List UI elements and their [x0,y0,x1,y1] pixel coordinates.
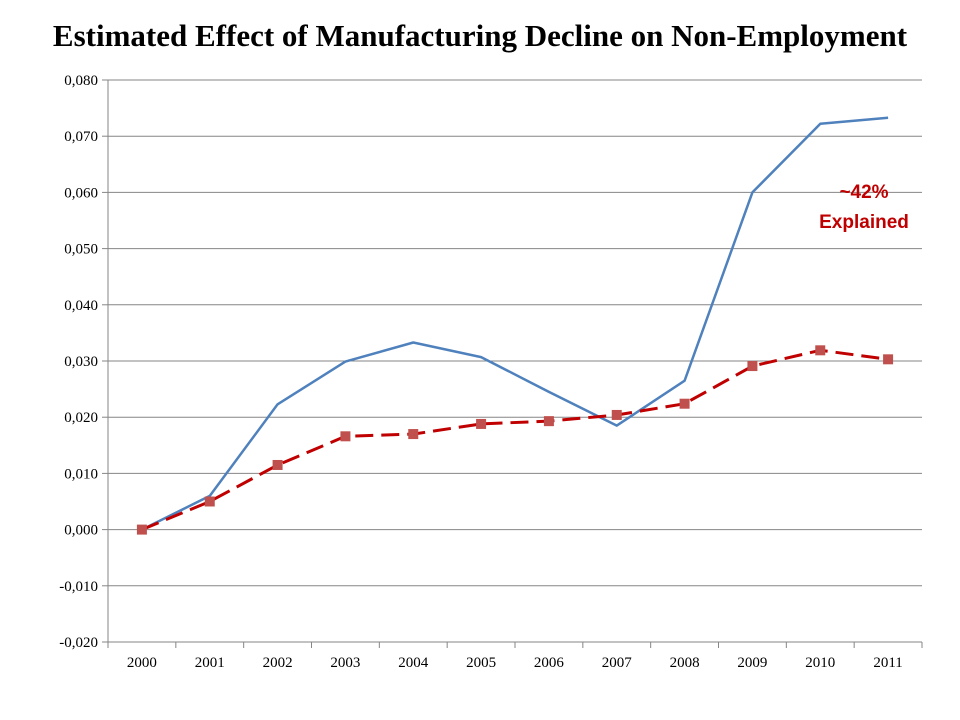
x-tick-label: 2002 [263,655,293,671]
y-tick-label: 0,080 [64,73,98,89]
series-2-marker [611,409,622,420]
series-2-marker [272,459,283,470]
gridlines [108,79,922,587]
x-tick-label: 2006 [534,655,565,671]
x-tick-label: 2010 [805,655,835,671]
series-2-marker [883,354,894,365]
series-2-marker [408,429,419,440]
x-tick-label: 2011 [873,655,902,671]
chart-title: Estimated Effect of Manufacturing Declin… [52,18,908,53]
annotation: ~42% Explained [819,182,909,233]
x-tick-label: 2007 [602,655,633,671]
x-tick-label: 2008 [670,655,700,671]
x-tick-label: 2000 [127,655,157,671]
y-tick-label: 0,030 [64,354,98,370]
y-tick-label: 0,050 [64,242,98,258]
y-tick-label: 0,010 [64,466,98,482]
series-line-2 [141,348,889,531]
series-group [136,116,894,535]
annotation-line-2: Explained [819,212,909,233]
x-tick-label: 2001 [195,655,225,671]
y-axis-tick-labels: -0,020 -0,010 0,000 0,010 0,020 0,030 0,040 0,0… [59,73,98,651]
axes [102,79,923,648]
series-2-marker [543,416,554,427]
y-tick-label: 0,060 [64,185,98,201]
x-tick-label: 2003 [330,655,360,671]
series-2-marker [136,524,147,535]
annotation-line-1: ~42% [839,182,888,203]
x-tick-label: 2005 [466,655,496,671]
y-tick-label: 0,000 [64,523,98,539]
y-tick-label: 0,020 [64,410,98,426]
y-tick-label: -0,020 [59,635,98,651]
series-2-marker [476,418,487,429]
x-tick-label: 2009 [737,655,767,671]
series-2-marker [679,398,690,409]
y-tick-label: -0,010 [59,579,98,595]
x-tick-label: 2004 [398,655,429,671]
series-2-marker [747,361,758,372]
y-tick-label: 0,070 [64,129,98,145]
y-tick-label: 0,040 [64,298,98,314]
series-2-marker [204,496,215,507]
x-axis-tick-labels: 2000 2001 2002 2003 2004 2005 2006 2007 2008 2009… [127,655,903,671]
series-2-marker [815,345,826,356]
series-2-marker [340,431,351,442]
series-line-1 [141,116,889,531]
